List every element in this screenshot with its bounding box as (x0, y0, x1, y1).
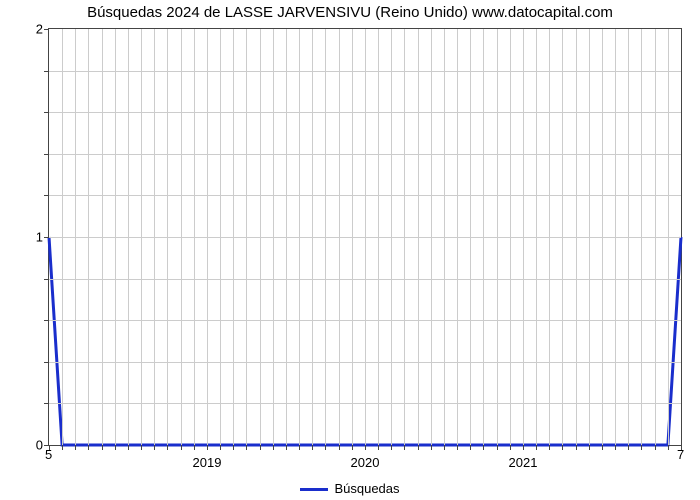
x-minor-tick (549, 445, 550, 450)
x-minor-tick (497, 445, 498, 450)
x-minor-tick (167, 445, 168, 450)
x-minor-tick (246, 445, 247, 450)
grid-line-h-minor (49, 279, 681, 280)
x-minor-tick (325, 445, 326, 450)
x-minor-tick (628, 445, 629, 450)
x-minor-tick (483, 445, 484, 450)
y-minor-tick (44, 71, 49, 72)
y-minor-tick (44, 195, 49, 196)
x-minor-tick (655, 445, 656, 450)
x-minor-tick (339, 445, 340, 450)
x-minor-tick (220, 445, 221, 450)
legend-swatch (300, 488, 328, 491)
y-tick-label: 1 (36, 230, 43, 245)
y-tick-label: 2 (36, 22, 43, 37)
y-tick-label: 0 (36, 438, 43, 453)
x-minor-tick (378, 445, 379, 450)
corner-label-left: 5 (45, 447, 52, 462)
x-minor-tick (615, 445, 616, 450)
x-minor-tick (299, 445, 300, 450)
y-minor-tick (44, 445, 49, 446)
x-minor-tick (510, 445, 511, 450)
x-minor-tick (457, 445, 458, 450)
chart-title: Búsquedas 2024 de LASSE JARVENSIVU (Rein… (0, 4, 700, 21)
corner-label-right: 7 (677, 447, 684, 462)
x-minor-tick (207, 445, 208, 450)
x-minor-tick (102, 445, 103, 450)
x-minor-tick (128, 445, 129, 450)
x-minor-tick (352, 445, 353, 450)
x-minor-tick (404, 445, 405, 450)
y-minor-tick (44, 362, 49, 363)
y-minor-tick (44, 29, 49, 30)
x-minor-tick (589, 445, 590, 450)
grid-line-h-minor (49, 154, 681, 155)
x-minor-tick (536, 445, 537, 450)
chart-container: Búsquedas 2024 de LASSE JARVENSIVU (Rein… (0, 0, 700, 500)
x-minor-tick (391, 445, 392, 450)
x-minor-tick (194, 445, 195, 450)
x-minor-tick (470, 445, 471, 450)
x-minor-tick (233, 445, 234, 450)
x-tick-label: 2019 (193, 455, 222, 470)
x-minor-tick (444, 445, 445, 450)
x-minor-tick (562, 445, 563, 450)
x-minor-tick (418, 445, 419, 450)
x-minor-tick (286, 445, 287, 450)
x-minor-tick (115, 445, 116, 450)
grid-line-h-minor (49, 320, 681, 321)
plot-area: 20192020202101257 (48, 28, 682, 446)
x-minor-tick (260, 445, 261, 450)
x-minor-tick (431, 445, 432, 450)
x-minor-tick (523, 445, 524, 450)
grid-line-h (49, 237, 681, 238)
y-minor-tick (44, 403, 49, 404)
legend-label: Búsquedas (334, 481, 399, 496)
x-minor-tick (181, 445, 182, 450)
grid-line-h-minor (49, 195, 681, 196)
grid-line-h-minor (49, 362, 681, 363)
x-minor-tick (154, 445, 155, 450)
x-minor-tick (273, 445, 274, 450)
y-minor-tick (44, 279, 49, 280)
grid-line-h-minor (49, 403, 681, 404)
x-minor-tick (141, 445, 142, 450)
y-minor-tick (44, 237, 49, 238)
grid-line-h-minor (49, 112, 681, 113)
y-minor-tick (44, 320, 49, 321)
grid-line-h-minor (49, 71, 681, 72)
x-minor-tick (576, 445, 577, 450)
y-minor-tick (44, 112, 49, 113)
x-minor-tick (62, 445, 63, 450)
legend: Búsquedas (0, 481, 700, 496)
x-tick-label: 2021 (509, 455, 538, 470)
x-minor-tick (75, 445, 76, 450)
x-minor-tick (668, 445, 669, 450)
x-tick-label: 2020 (351, 455, 380, 470)
y-minor-tick (44, 154, 49, 155)
x-minor-tick (641, 445, 642, 450)
x-minor-tick (88, 445, 89, 450)
x-minor-tick (365, 445, 366, 450)
x-minor-tick (312, 445, 313, 450)
x-minor-tick (602, 445, 603, 450)
